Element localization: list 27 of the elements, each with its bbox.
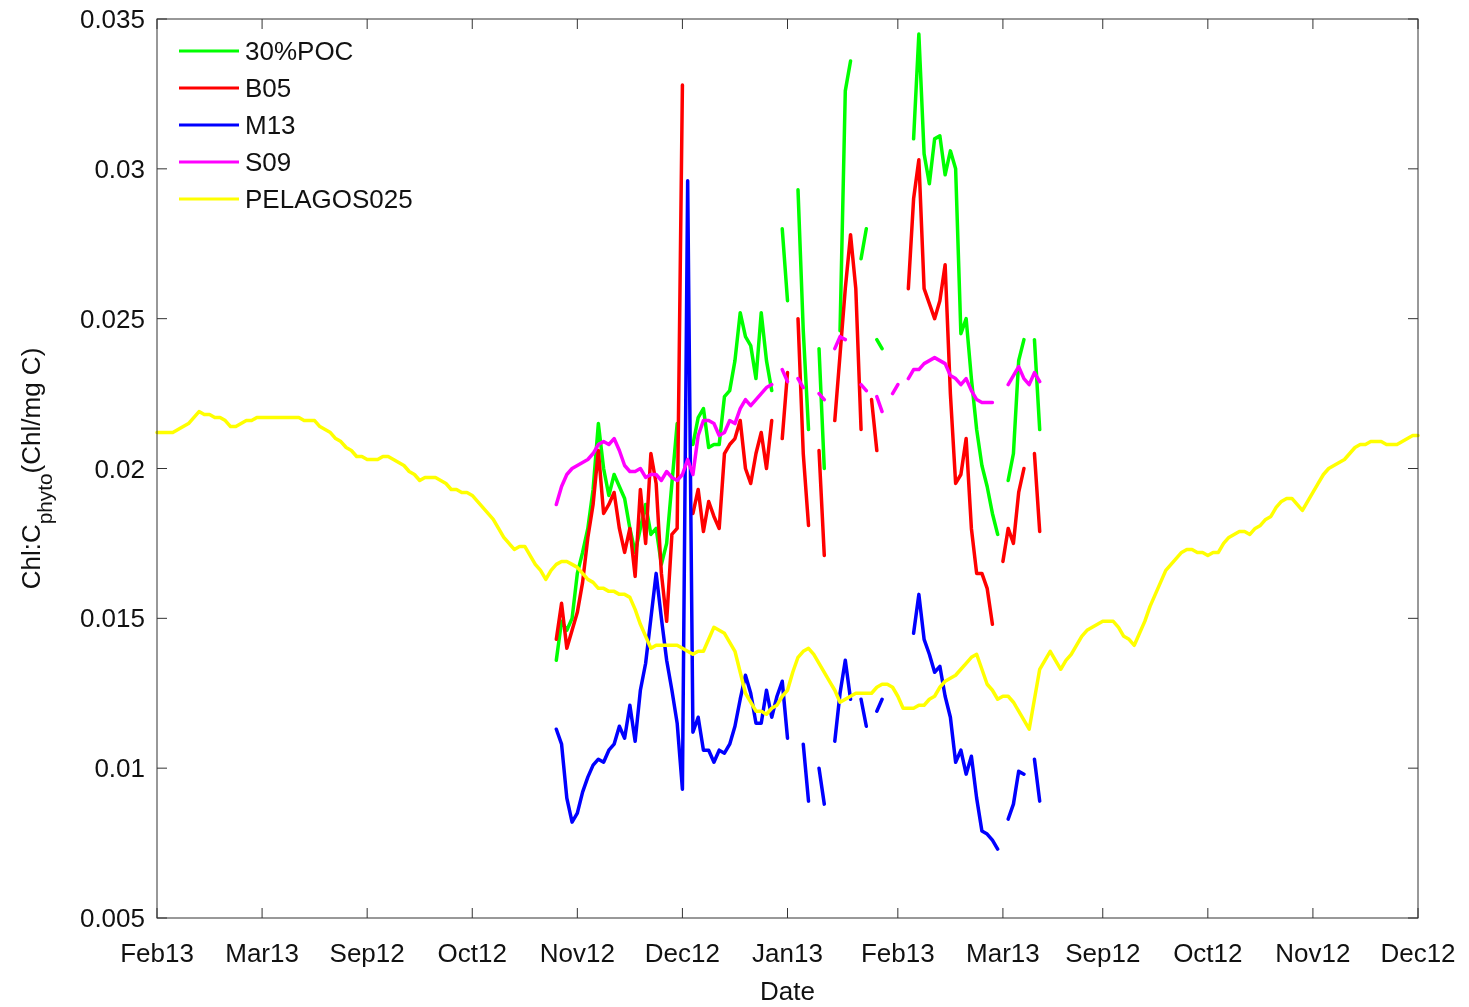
x-tick-label: Dec12: [644, 938, 720, 968]
legend-label: B05: [245, 73, 292, 104]
legend-label: PELAGOS025: [245, 184, 413, 215]
x-tick-label: Oct12: [437, 938, 507, 968]
x-axis-title: Date: [760, 976, 815, 1006]
legend-label: M13: [245, 110, 296, 141]
x-tick-label: Feb13: [120, 938, 194, 968]
x-tick-label: Oct12: [1173, 938, 1243, 968]
legend-label: S09: [245, 147, 292, 178]
line-series: [155, 409, 1420, 731]
x-tick-label: Dec12: [1380, 938, 1456, 968]
y-tick-label: 0.025: [79, 303, 145, 334]
y-tick-label: 0.005: [79, 903, 145, 934]
y-tick-label: 0.015: [79, 603, 145, 634]
legend-label: 30%POC: [245, 36, 354, 67]
y-tick-label: 0.01: [94, 753, 145, 784]
x-tick-label: Nov12: [1275, 938, 1351, 968]
x-tick-label: Sep12: [329, 938, 405, 968]
x-tick-label: Feb13: [860, 938, 935, 968]
x-tick-label: Mar13: [225, 938, 299, 968]
x-tick-label: Sep12: [1065, 938, 1141, 968]
y-tick-label: 0.035: [79, 4, 145, 35]
y-tick-label: 0.03: [94, 153, 145, 184]
x-tick-label: Jan13: [752, 938, 823, 968]
y-tick-label: 0.02: [94, 453, 145, 484]
x-tick-label: Mar13: [966, 938, 1040, 968]
x-tick-label: Nov12: [539, 938, 615, 968]
